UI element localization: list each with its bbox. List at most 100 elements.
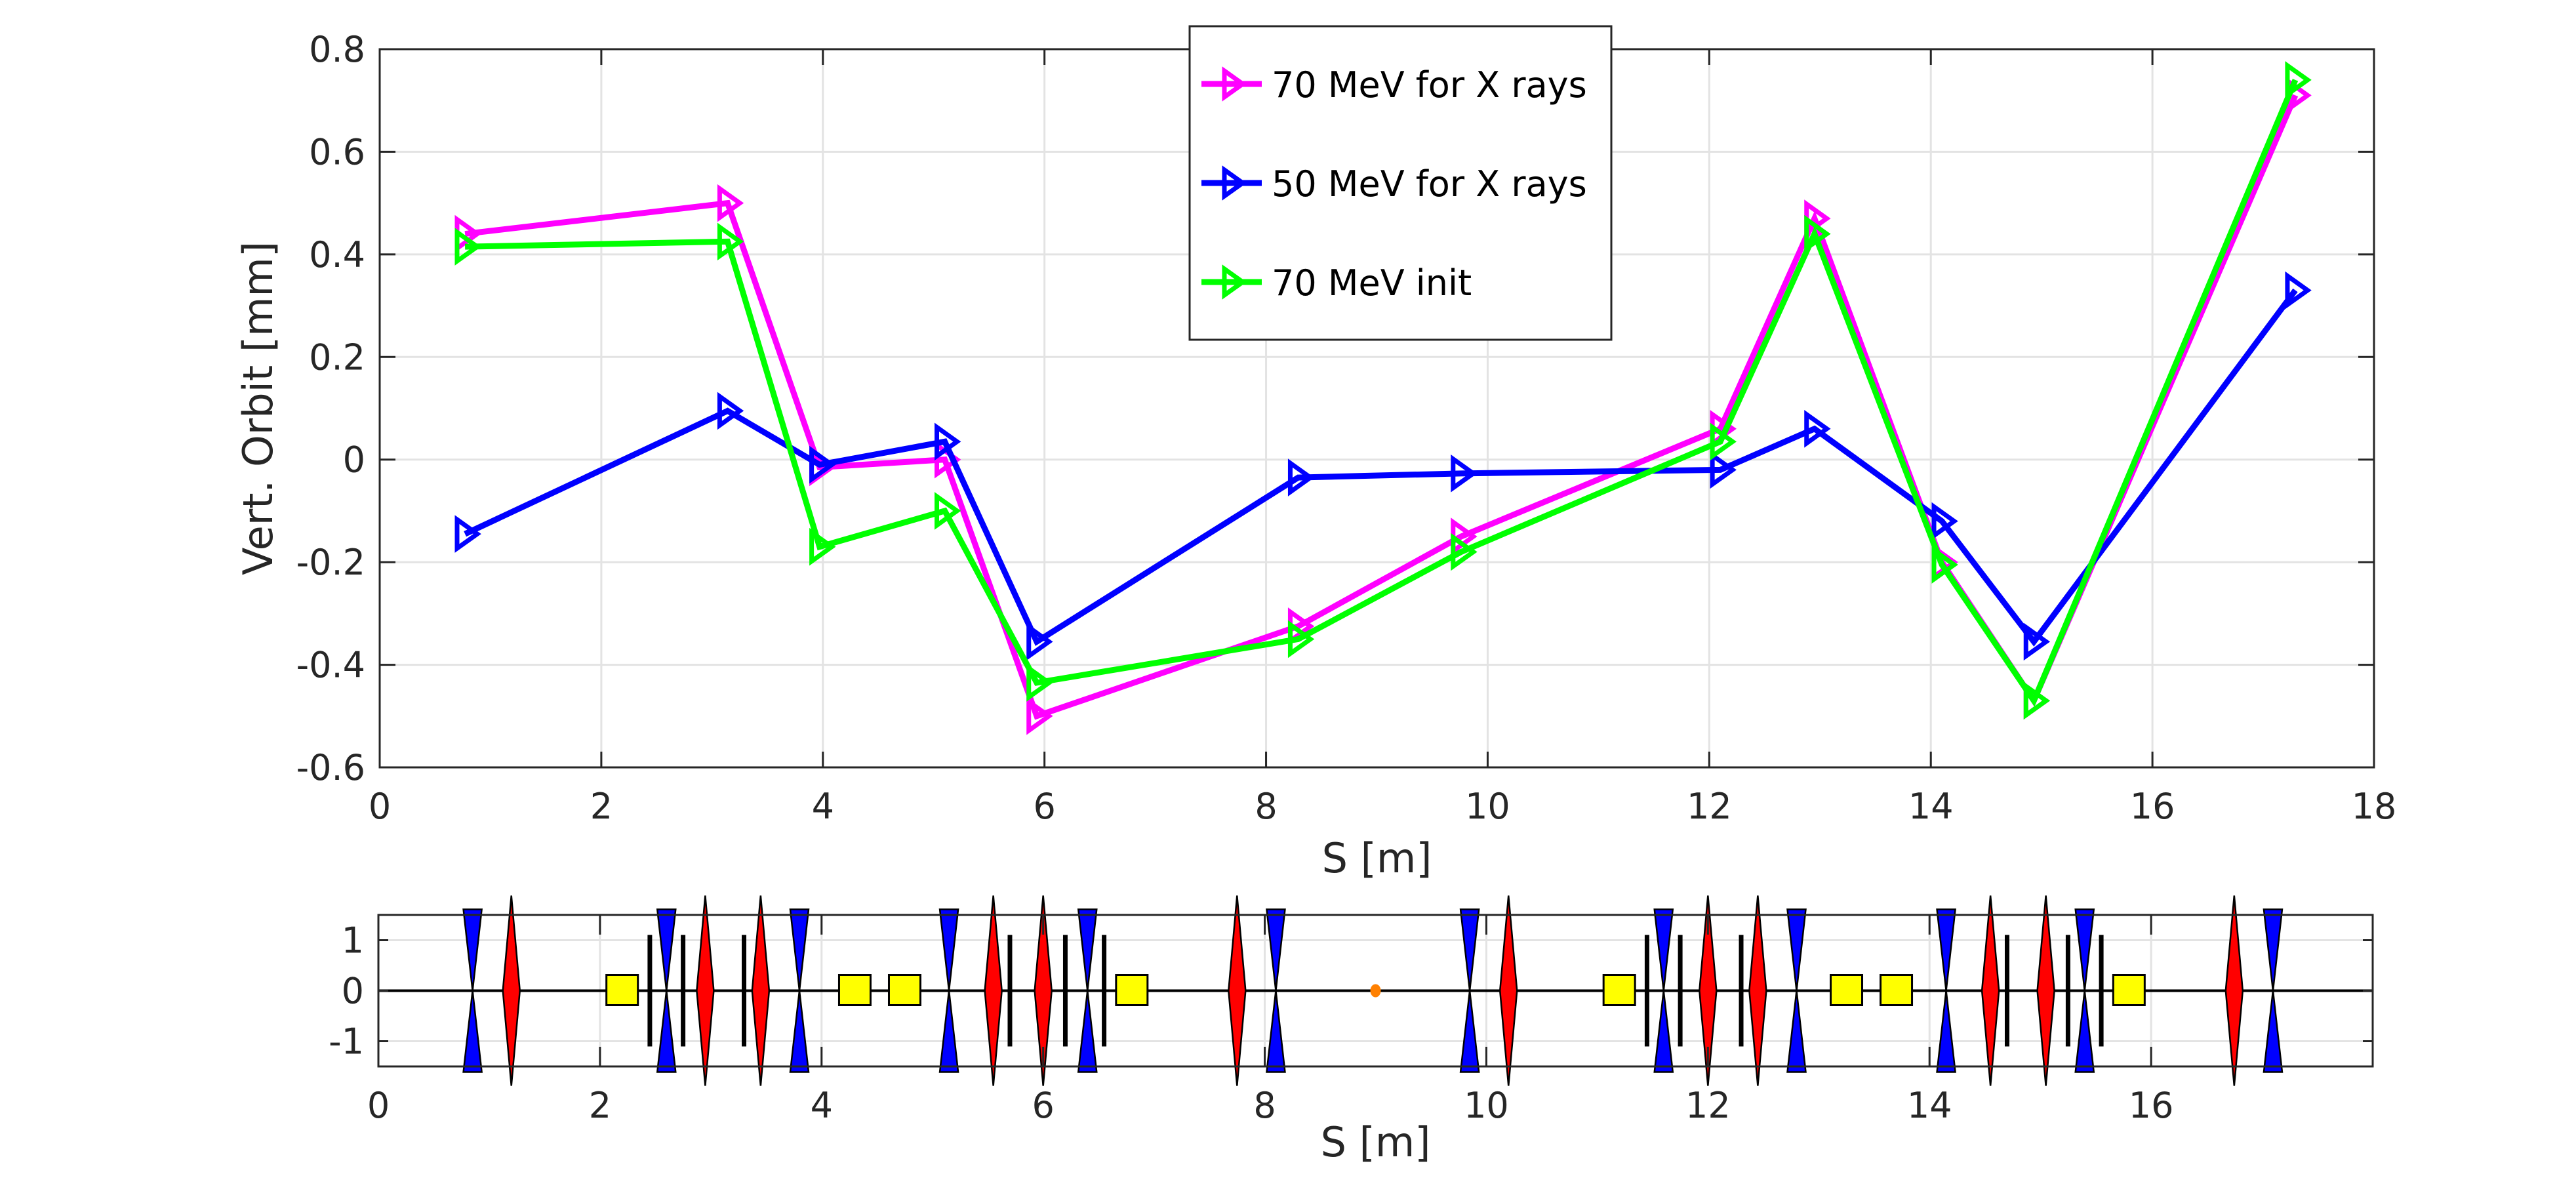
defocusing-quadrupole (1653, 908, 1674, 1073)
x-tick-label: 12 (1685, 1085, 1731, 1126)
focusing-quadrupole (984, 895, 1003, 1086)
y-tick-label: -0.2 (296, 542, 365, 583)
defocusing-quadrupole (656, 908, 677, 1073)
data-point-marker (1287, 458, 1315, 496)
source-point (1370, 984, 1381, 998)
data-point-marker (2023, 681, 2051, 720)
x-tick-label: 16 (2129, 1085, 2174, 1126)
y-tick-label: 0.8 (309, 29, 365, 70)
data-point-marker (1026, 697, 1053, 735)
focusing-quadrupole (2224, 895, 2244, 1086)
legend-item: 70 MeV for X rays (1201, 64, 1587, 106)
x-tick-label: 10 (1465, 786, 1510, 827)
x-tick-label: 4 (812, 786, 834, 827)
x-tick-label: 8 (1253, 1085, 1276, 1126)
y-tick-label: 0.2 (309, 336, 365, 378)
focusing-quadrupole (696, 895, 715, 1086)
x-tick-label: 16 (2130, 786, 2175, 827)
x-tick-label: 0 (369, 786, 391, 827)
x-tick-label: 4 (811, 1085, 833, 1126)
x-tick-label: 18 (2352, 786, 2397, 827)
y-tick-label: 1 (342, 920, 364, 962)
dipole-magnet (1830, 974, 1864, 1006)
dipole-magnet (605, 974, 639, 1006)
data-point-marker (1804, 409, 1831, 448)
dipole-magnet (1115, 974, 1149, 1006)
x-tick-label: 2 (589, 1085, 611, 1126)
focusing-quadrupole (1034, 895, 1053, 1086)
data-point-marker (717, 222, 744, 261)
dipole-magnet (2112, 974, 2146, 1006)
data-point-marker (1287, 620, 1315, 658)
orbit-x-axis-label: S [m] (1322, 834, 1432, 882)
data-point-marker (2285, 271, 2312, 310)
legend: 70 MeV for X rays 50 MeV for X rays 70 MeV… (1188, 25, 1613, 341)
data-point-marker (935, 492, 961, 530)
data-point-marker (1931, 502, 1958, 540)
focusing-quadrupole (502, 895, 521, 1086)
data-point-marker (1931, 546, 1958, 584)
legend-marker (1222, 264, 1247, 300)
data-point-marker (454, 515, 481, 553)
data-point-marker (2023, 622, 2051, 661)
x-tick-label: 14 (1907, 1085, 1952, 1126)
focusing-quadrupole (751, 895, 771, 1086)
defocusing-quadrupole (1786, 908, 1807, 1073)
lattice-elements (378, 895, 2373, 1086)
orbit-y-axis-label: Vert. Orbit [mm] (234, 241, 282, 575)
data-point-marker (809, 445, 836, 484)
data-point-marker (1026, 622, 1053, 661)
legend-label: 70 MeV init (1272, 262, 1472, 304)
defocusing-quadrupole (1266, 908, 1286, 1073)
series-50-mev-for-x-rays (454, 271, 2312, 661)
data-point-marker (1710, 422, 1737, 461)
y-tick-label: 0 (343, 439, 365, 481)
y-tick-label: 0.6 (309, 131, 365, 172)
orbit-plot-series (454, 61, 2312, 735)
y-tick-label: 0.4 (309, 234, 365, 275)
data-point-marker (1804, 214, 1831, 253)
defocusing-quadrupole (789, 908, 810, 1073)
legend-label: 70 MeV for X rays (1272, 64, 1587, 106)
defocusing-quadrupole (2074, 908, 2095, 1073)
focusing-quadrupole (2036, 895, 2055, 1086)
data-point-marker (454, 228, 481, 266)
data-point-marker (717, 184, 744, 222)
x-tick-label: 14 (1908, 786, 1954, 827)
defocusing-quadrupole (1459, 908, 1480, 1073)
dipole-magnet (837, 974, 872, 1006)
x-tick-label: 6 (1032, 1085, 1054, 1126)
focusing-quadrupole (1981, 895, 2000, 1086)
y-tick-label: -0.4 (296, 645, 365, 686)
defocusing-quadrupole (2263, 908, 2284, 1073)
x-tick-label: 8 (1255, 786, 1277, 827)
data-point-marker (1026, 664, 1053, 702)
focusing-quadrupole (1699, 895, 1718, 1086)
defocusing-quadrupole (462, 908, 483, 1073)
focusing-quadrupole (1499, 895, 1518, 1086)
series-line (464, 79, 2299, 707)
lattice-plot: 0 2 4 6 8 10 12 14 16-101 S [m] (329, 895, 2374, 1166)
data-point-marker (1451, 533, 1478, 571)
legend-item: 50 MeV for X rays (1201, 163, 1587, 205)
y-tick-label: 0 (342, 971, 364, 1012)
lattice-x-axis-label: S [m] (1321, 1118, 1431, 1166)
legend-marker (1222, 66, 1247, 102)
focusing-quadrupole (1228, 895, 1247, 1086)
focusing-quadrupole (1748, 895, 1767, 1086)
data-point-marker (1710, 451, 1737, 489)
orbit-plot: 0 2 4 6 8 10 12 14 16 18 -0.6 -0.4 -0.2 0 0.2 0.4 0.6 0.8… (234, 25, 2397, 882)
data-point-marker (2285, 61, 2312, 99)
data-point-marker (935, 422, 961, 461)
defocusing-quadrupole (1936, 908, 1956, 1073)
dipole-magnet (1880, 974, 1914, 1006)
y-tick-label: -1 (329, 1021, 364, 1063)
series-line (464, 288, 2298, 647)
x-tick-label: 10 (1464, 1085, 1509, 1126)
x-tick-label: 12 (1687, 786, 1732, 827)
defocusing-quadrupole (938, 908, 959, 1073)
legend-label: 50 MeV for X rays (1272, 163, 1587, 205)
lattice-plot-ticks: 0 2 4 6 8 10 12 14 16-101 (329, 915, 2374, 1126)
data-point-marker (809, 527, 836, 566)
data-point-marker (1451, 455, 1478, 493)
